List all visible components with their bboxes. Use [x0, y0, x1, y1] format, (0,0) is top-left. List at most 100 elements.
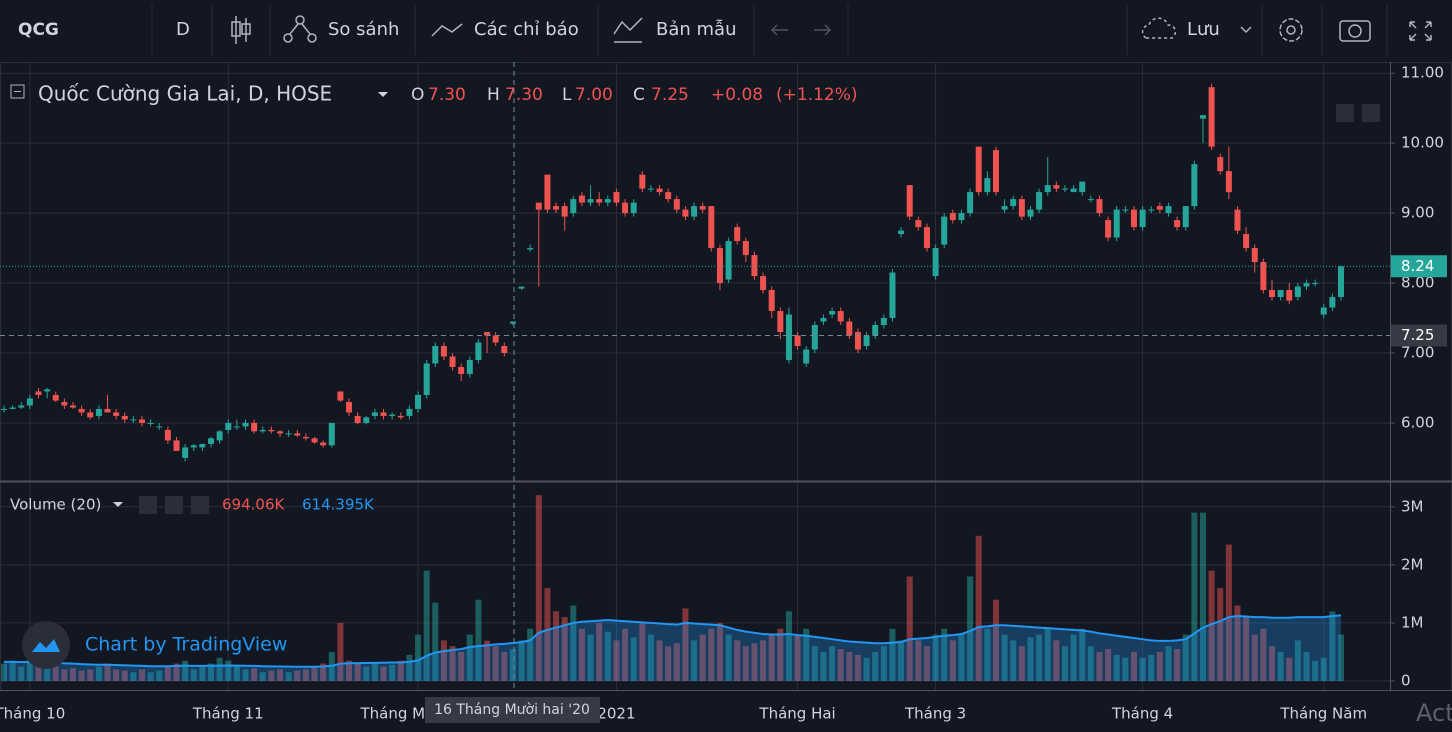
candle-body [173, 440, 180, 451]
volume-bar [1010, 640, 1017, 681]
watermark-text[interactable]: Chart by TradingView [85, 634, 287, 656]
x-tick-label: Tháng Năm [1279, 705, 1367, 723]
volume-bar [484, 640, 491, 681]
price-grid [0, 62, 1390, 481]
scroll-down-button[interactable] [1336, 104, 1354, 122]
undo-button[interactable] [770, 24, 788, 36]
volume-bar [1251, 634, 1258, 681]
volume-bar [415, 634, 422, 681]
watermark-logo-icon [32, 639, 60, 652]
volume-bar [785, 611, 792, 681]
candle-body [285, 433, 292, 435]
candle-body [967, 192, 974, 214]
volume-bar [854, 654, 861, 681]
candle-body [1243, 234, 1250, 249]
scroll-up-button[interactable] [1362, 104, 1380, 122]
save-menu-caret[interactable] [1240, 26, 1252, 34]
volume-bar [725, 634, 732, 681]
candle-body [596, 199, 603, 203]
volume-bar [906, 576, 913, 681]
volume-bar [1139, 657, 1146, 681]
candle-body [328, 422, 335, 446]
legend-value: 7.30 [505, 85, 543, 105]
templates-button[interactable]: Bản mẫu [656, 19, 736, 40]
volume-bar [277, 669, 284, 681]
candle-body [777, 311, 784, 333]
chart-style-button[interactable] [231, 16, 251, 44]
candle-body [1139, 209, 1146, 228]
candle-body [113, 412, 120, 416]
candle-body [1225, 171, 1232, 193]
candle-body [1, 408, 7, 410]
compare-icon [283, 15, 317, 43]
settings-button[interactable] [165, 496, 183, 514]
interval-button[interactable]: D [176, 19, 190, 40]
remove-button[interactable] [191, 496, 209, 514]
fullscreen-button[interactable] [1409, 21, 1432, 41]
save-button[interactable]: Lưu [1187, 19, 1220, 40]
candle-body [35, 391, 42, 395]
candle-body [1148, 209, 1155, 211]
volume-bar [1061, 646, 1068, 681]
volume-bar [535, 495, 542, 681]
volume-bar [958, 634, 965, 681]
candle-body [992, 150, 999, 193]
volume-bar [1320, 657, 1327, 681]
indicators-button[interactable]: Các chỉ báo [474, 19, 579, 40]
symbol-title[interactable]: Quốc Cường Gia Lai, D, HOSE [38, 82, 332, 106]
redo-button[interactable] [814, 24, 832, 36]
compare-button[interactable]: So sánh [328, 19, 399, 40]
volume-bar [967, 576, 974, 681]
candle-body [475, 342, 482, 360]
candle-body [78, 408, 85, 413]
candle-body [354, 415, 361, 423]
candle-body [277, 431, 284, 434]
volume-bar [932, 634, 939, 681]
y-tick-label: 0 [1401, 672, 1411, 690]
volume-bar [553, 611, 560, 681]
volume-bar [1, 663, 7, 681]
title-caret[interactable] [378, 92, 388, 97]
candle-body [380, 412, 387, 416]
collapse-button[interactable] [10, 84, 25, 99]
candle-body [242, 422, 249, 427]
candle-body [320, 442, 327, 446]
y-tick-label: 6.00 [1401, 413, 1434, 431]
volume-title[interactable]: Volume (20) [10, 496, 101, 514]
volume-bar [251, 668, 258, 681]
candle-body [337, 391, 344, 401]
candle-body [578, 195, 585, 203]
volume-bar [1312, 660, 1319, 681]
screenshot-button[interactable] [1339, 20, 1371, 42]
x-tick-label: 2021 [597, 705, 635, 723]
settings-button[interactable] [1279, 18, 1303, 42]
volume-bar [1182, 634, 1189, 681]
volume-caret[interactable] [113, 502, 123, 507]
legend-value: 7.30 [428, 85, 466, 105]
candle-body [1130, 209, 1137, 228]
volume-bar [1243, 617, 1250, 681]
candle-body [492, 335, 499, 343]
candle-body [1191, 164, 1198, 207]
candle-body [363, 417, 370, 423]
candle-body [1070, 188, 1077, 193]
volume-bar [397, 660, 404, 681]
volume-bar [751, 643, 758, 681]
hide-button[interactable] [139, 496, 157, 514]
volume-bar [423, 570, 430, 681]
volume-bar [975, 535, 982, 681]
volume-ma-value: 614.395K [302, 496, 375, 514]
volume-bar [475, 599, 482, 681]
volume-bar [1001, 634, 1008, 681]
volume-bar [1053, 640, 1060, 681]
symbol-button[interactable]: QCG [18, 20, 59, 40]
candle-body [1036, 192, 1043, 210]
volume-bar [1105, 649, 1112, 681]
candle-body [199, 443, 206, 448]
volume-bar [570, 605, 577, 681]
candle-body [561, 206, 568, 217]
volume-bar [984, 628, 991, 681]
candle-body [1105, 220, 1112, 238]
volume-bar [1294, 640, 1301, 681]
volume-value: 694.06K [222, 496, 285, 514]
